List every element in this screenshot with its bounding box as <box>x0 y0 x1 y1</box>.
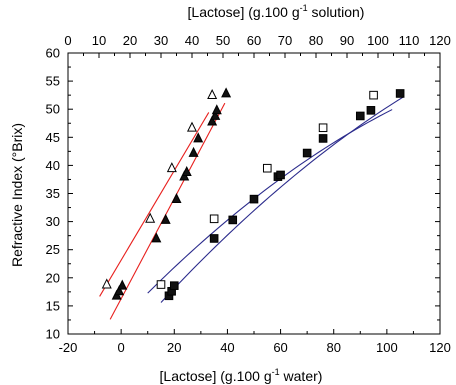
x-top-tick-label: 100 <box>367 33 389 48</box>
x-top-tick-label: 40 <box>185 33 199 48</box>
filled-square-point <box>395 89 405 98</box>
plot-border <box>67 52 441 335</box>
x-bottom-tick-label: 120 <box>429 340 451 355</box>
x-bottom-tick-label: 0 <box>118 340 125 355</box>
x-bottom-tick-label: 40 <box>220 340 234 355</box>
filled-square-point <box>228 215 238 225</box>
x-top-tick-label: 10 <box>92 33 106 48</box>
y-tick-label: 15 <box>46 298 60 313</box>
filled-triangle-point <box>171 193 182 204</box>
x-top-tick-label: 80 <box>309 33 323 48</box>
filled-square-point <box>276 170 285 180</box>
filled-triangle-point <box>188 146 199 157</box>
plot-frame <box>67 52 441 335</box>
open-square-point <box>209 214 219 224</box>
filled-square-point <box>169 281 179 290</box>
x-top-tick-label: 60 <box>247 33 261 48</box>
y-tick-label: 40 <box>46 158 60 173</box>
filled-square-point <box>366 106 376 115</box>
data-markers <box>101 87 405 301</box>
y-tick-label: 30 <box>46 214 60 229</box>
bottom-axis-title: [Lactose] (g.100 g-1 water) <box>160 367 323 384</box>
filled-square-point <box>302 148 312 158</box>
open-triangle-point <box>166 162 177 173</box>
open-square-point <box>318 123 328 133</box>
x-top-tick-label: 90 <box>340 33 354 48</box>
open-square-point <box>369 90 378 100</box>
filled-square-point <box>318 134 328 143</box>
filled-triangle-point <box>207 115 218 126</box>
filled-triangle-point <box>181 166 192 177</box>
top-axis-title: [Lactose] (g.100 g-1 solution) <box>188 3 365 20</box>
y-tick-label: 55 <box>46 74 60 89</box>
red-fit-line <box>109 102 226 320</box>
filled-triangle-point <box>151 232 162 243</box>
x-top-tick-label: 120 <box>429 33 451 48</box>
fit-lines <box>99 96 404 320</box>
x-top-tick-label: 50 <box>216 33 230 48</box>
x-top-tick-label: 30 <box>154 33 168 48</box>
open-triangle-point <box>101 278 112 289</box>
y-tick-label: 25 <box>46 242 60 257</box>
x-bottom-tick-label: 20 <box>167 340 181 355</box>
y-tick-label: 20 <box>46 270 60 285</box>
y-axis-title: Refractive Index (°Brix) <box>9 123 25 267</box>
y-tick-label: 35 <box>46 186 60 201</box>
filled-square-point <box>249 194 259 204</box>
open-square-point <box>262 163 272 173</box>
filled-square-point <box>209 234 219 243</box>
open-triangle-point <box>207 89 218 100</box>
open-triangle-point <box>186 121 198 132</box>
x-bottom-tick-label: 100 <box>376 340 398 355</box>
x-top-tick-label: 70 <box>278 33 292 48</box>
filled-triangle-point <box>193 132 204 143</box>
filled-triangle-point <box>117 279 128 290</box>
red-fit-line <box>99 112 210 297</box>
filled-triangle-point <box>114 285 125 296</box>
y-tick-label: 60 <box>46 46 60 61</box>
x-bottom-tick-label: 60 <box>273 340 287 355</box>
x-top-tick-label: 20 <box>123 33 137 48</box>
open-square-point <box>156 280 166 289</box>
open-triangle-point <box>145 212 156 223</box>
y-tick-label: 50 <box>46 102 60 117</box>
filled-triangle-point <box>221 87 232 98</box>
axis-ticks <box>67 52 441 335</box>
x-bottom-tick-label: 80 <box>326 340 340 355</box>
y-tick-label: 10 <box>46 327 60 342</box>
filled-triangle-point <box>211 104 222 115</box>
blue-fit-curve <box>160 96 404 303</box>
x-bottom-tick-label: -20 <box>59 340 78 355</box>
x-top-tick-label: 110 <box>399 33 420 48</box>
filled-triangle-point <box>210 109 221 120</box>
filled-square-point <box>355 111 365 121</box>
blue-fit-curve <box>147 109 393 294</box>
filled-triangle-point <box>160 213 171 224</box>
x-top-tick-label: 0 <box>64 33 71 48</box>
y-tick-label: 45 <box>46 130 60 145</box>
